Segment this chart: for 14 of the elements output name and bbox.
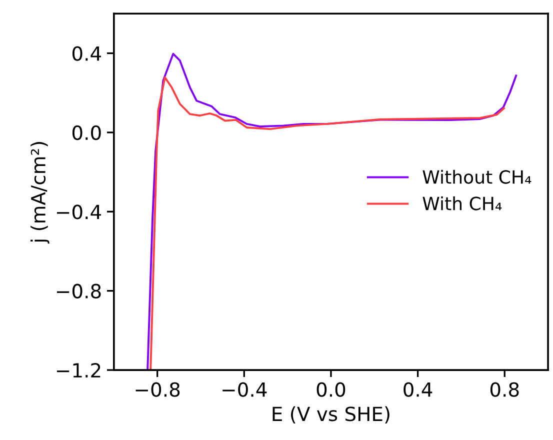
x-tick-label: 0.4 — [404, 382, 432, 397]
x-tick-label: −0.4 — [222, 382, 267, 397]
x-axis-title: E (V vs SHE) — [272, 406, 390, 424]
y-axis-title: j (mA/cm²) — [30, 142, 50, 244]
y-tick-label: 0.4 — [72, 46, 102, 61]
legend-label: Without CH₄ — [422, 170, 532, 184]
y-tick-label: −0.4 — [56, 204, 102, 220]
legend-label: With CH₄ — [422, 196, 502, 210]
y-tick-label: −1.2 — [56, 362, 100, 378]
x-tick-label: 0.8 — [490, 382, 519, 397]
x-tick-label: 0.0 — [316, 382, 346, 397]
x-tick-label: −0.8 — [136, 382, 180, 397]
y-tick-label: 0.0 — [72, 125, 101, 140]
y-tick-label: −0.8 — [56, 284, 101, 299]
